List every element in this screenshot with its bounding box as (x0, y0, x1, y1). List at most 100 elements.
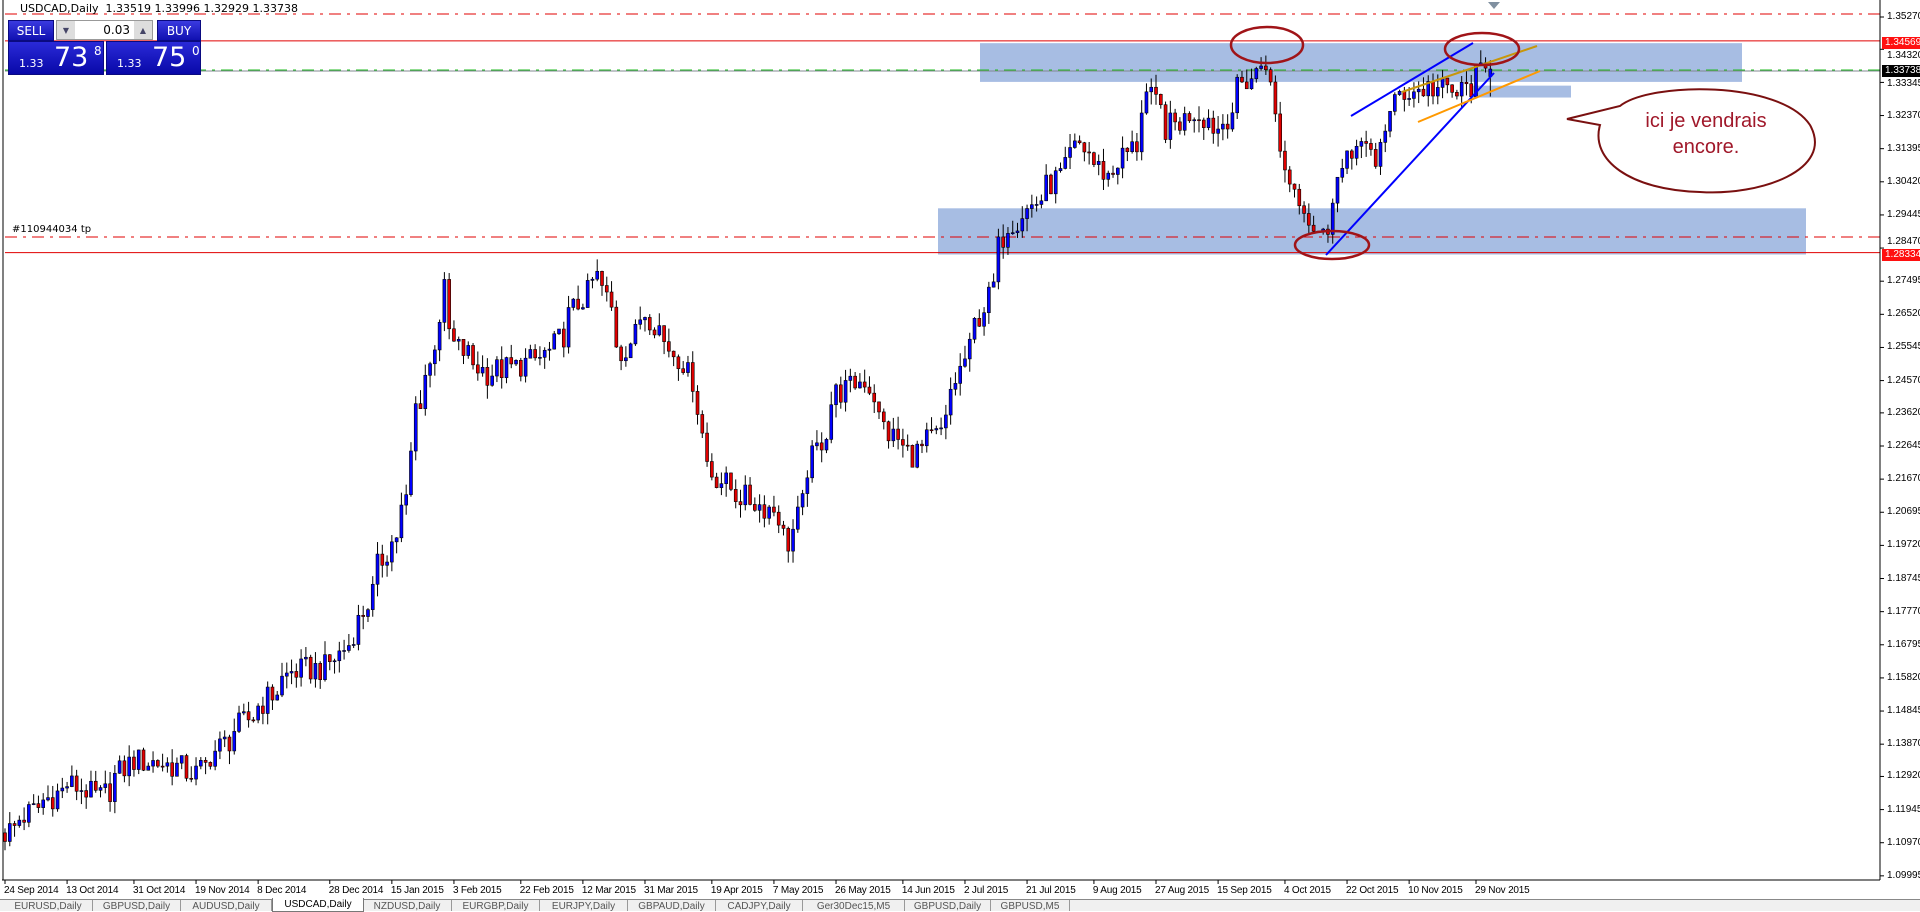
date-tick-label: 9 Aug 2015 (1092, 885, 1142, 896)
sell-button[interactable]: SELL (8, 20, 54, 41)
candle-body (480, 367, 485, 374)
candle-body (915, 443, 920, 468)
candle (1092, 151, 1096, 168)
candle-body (991, 281, 996, 288)
candle-body (714, 476, 719, 488)
price-tick-label: 1.35270 (1887, 11, 1920, 22)
candle-body (361, 614, 365, 617)
candle-body (136, 749, 141, 770)
candle-body (1178, 121, 1182, 131)
candle (528, 344, 533, 359)
increase-lot-icon[interactable]: ▲ (134, 21, 152, 39)
candle-body (805, 477, 810, 494)
candle (772, 495, 776, 517)
candle (676, 354, 681, 381)
chart-tab[interactable]: GBPUSD,M5 (991, 900, 1070, 911)
candle (399, 492, 404, 543)
candle (170, 749, 174, 786)
candle-body (800, 493, 805, 508)
candle-body (786, 528, 791, 552)
candle (786, 526, 791, 563)
candle (433, 345, 437, 376)
chart-tab[interactable]: GBPAUD,Daily (628, 900, 716, 911)
candle-body (628, 343, 633, 359)
chart-tab[interactable]: GBPUSD,Daily (905, 900, 991, 911)
candle-body (1416, 88, 1421, 93)
candle-body (89, 780, 93, 798)
candle-body (1168, 112, 1173, 140)
candle (241, 703, 246, 716)
buy-button[interactable]: BUY (157, 20, 201, 41)
candle-body (881, 411, 886, 423)
trendline-upper (1350, 42, 1474, 117)
chart-tab[interactable]: Ger30Dec15,M5 (803, 900, 905, 911)
candle (318, 661, 323, 689)
candle-body (1359, 141, 1364, 147)
decrease-lot-icon[interactable]: ▼ (57, 21, 75, 39)
candle-body (571, 298, 576, 308)
candle (22, 807, 26, 831)
candle-body (796, 506, 800, 530)
candle (915, 440, 920, 469)
chart-tab[interactable]: CADJPY,Daily (716, 900, 803, 911)
candle (967, 332, 972, 372)
chart-tab[interactable]: EURGBP,Daily (452, 900, 540, 911)
date-tick-label: 31 Oct 2014 (132, 885, 186, 896)
candle-body (1130, 141, 1134, 153)
candle-body (108, 783, 112, 802)
candle-body (413, 403, 418, 452)
candle (657, 313, 662, 337)
chart-tab[interactable]: GBPUSD,Daily (93, 900, 181, 911)
candle (466, 341, 471, 359)
candle-body (662, 325, 666, 342)
candle-body (738, 501, 743, 506)
highlight-ellipse (1293, 229, 1371, 261)
candle-body (332, 660, 337, 663)
candle-body (189, 777, 194, 780)
candle-body (203, 760, 208, 763)
candle-body (538, 356, 542, 359)
buy-price[interactable]: 1.33 75 0 (106, 41, 201, 75)
sell-price[interactable]: 1.33 73 8 (8, 41, 104, 75)
candle-body (753, 504, 757, 511)
candle-body (1111, 172, 1115, 175)
shift-marker-icon (1488, 2, 1500, 9)
candle (862, 369, 867, 393)
chart-tab[interactable]: EURUSD,Daily (4, 900, 93, 911)
candle (79, 778, 84, 805)
date-tick-label: 22 Oct 2015 (1346, 885, 1399, 896)
candle-body (1373, 149, 1378, 167)
chart-tab[interactable]: AUDUSD,Daily (181, 900, 272, 911)
lot-size-stepper[interactable]: ▼ 0.03 ▲ (56, 20, 153, 40)
chart-tab[interactable]: EURJPY,Daily (540, 900, 628, 911)
candle (958, 353, 962, 396)
date-tick-label: 3 Feb 2015 (452, 885, 502, 896)
candle (1278, 101, 1282, 158)
lot-size-input[interactable]: 0.03 (103, 23, 130, 37)
candle (557, 328, 561, 335)
candle-body (1058, 168, 1063, 172)
candle-body (633, 323, 638, 345)
candle-body (1445, 77, 1450, 86)
candle-body (757, 504, 762, 511)
candle (1225, 114, 1230, 139)
candle-body (318, 663, 323, 681)
candle (1163, 101, 1168, 144)
highlight-ellipse (1443, 31, 1521, 67)
date-tick-label: 19 Nov 2014 (195, 885, 250, 896)
candle (624, 346, 628, 367)
candle (132, 750, 136, 777)
candle (891, 417, 896, 448)
candle (1010, 220, 1015, 235)
candle (566, 295, 571, 354)
candle-body (1364, 141, 1368, 144)
support-zone (938, 208, 1806, 255)
candle-body (1053, 170, 1058, 195)
candle (1106, 170, 1111, 187)
candle-body (1459, 81, 1464, 97)
candle-body (227, 736, 232, 752)
chart-tab[interactable]: NZDUSD,Daily (363, 900, 452, 911)
candle (585, 273, 590, 308)
candle-body (1302, 205, 1306, 214)
